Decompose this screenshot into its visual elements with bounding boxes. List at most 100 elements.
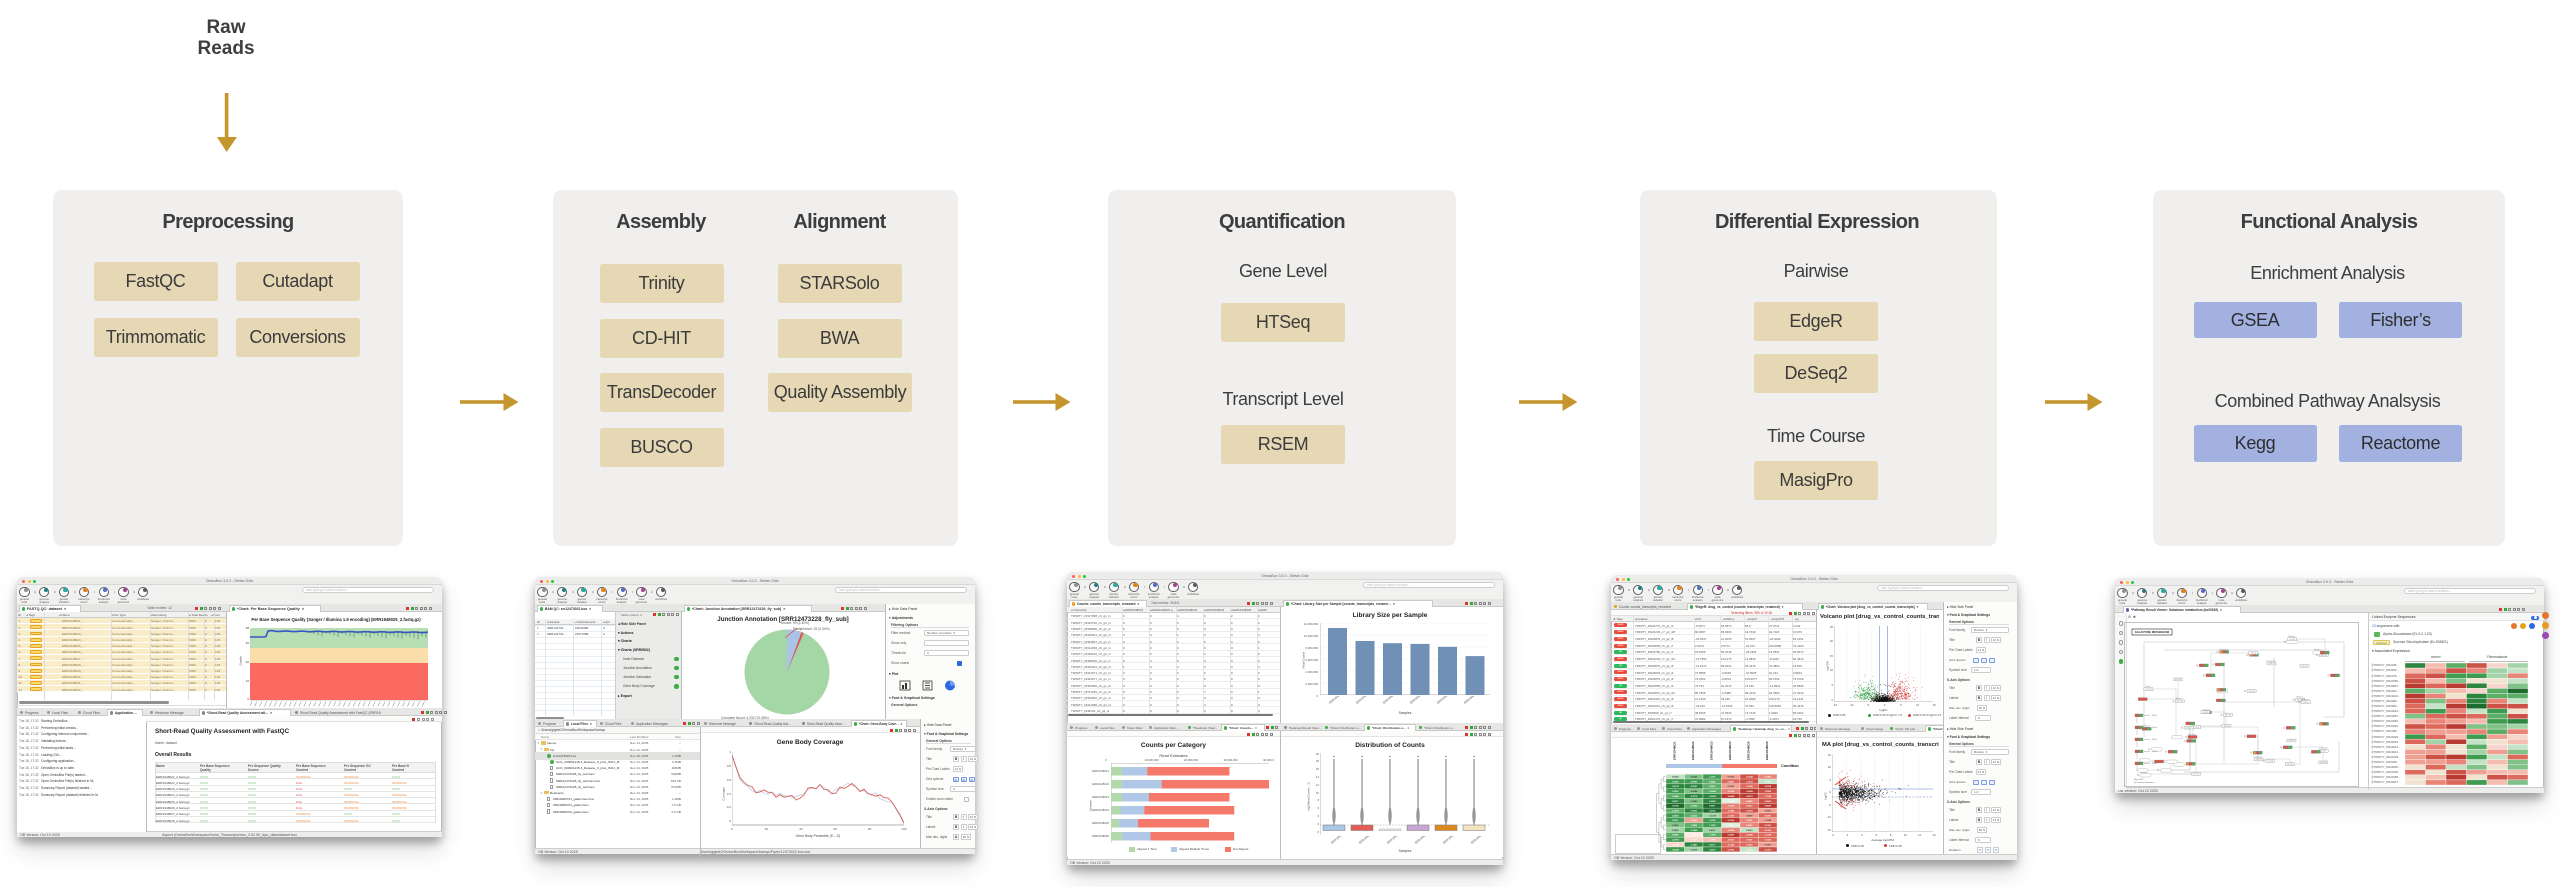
svg-text:D-Tagatose: D-Tagatose [2301, 698, 2309, 701]
svg-text:-1.1538: -1.1538 [1727, 806, 1735, 808]
svg-text:Lactose: Lactose [2145, 685, 2151, 688]
svg-text:3.2.1.23: 3.2.1.23 [2297, 699, 2303, 701]
svg-text:2.7.7.12: 2.7.7.12 [2145, 688, 2151, 690]
svg-text:-1.0215: -1.0215 [1746, 781, 1754, 783]
svg-text:D-Galactose: D-Galactose [2267, 659, 2276, 662]
svg-text:-0.5422: -0.5422 [1709, 795, 1717, 798]
svg-text:(c) Kanehisa Laboratories: (c) Kanehisa Laboratories [2134, 781, 2155, 784]
svg-text:0.8357: 0.8357 [1765, 815, 1772, 817]
svg-text:0.6224: 0.6224 [1672, 776, 1679, 779]
svg-text:3.2.1.22: 3.2.1.22 [2225, 714, 2231, 716]
svg-text:ERR1948022: ERR1948022 [1358, 836, 1375, 845]
svg-text:D-Gal: D-Gal [2152, 739, 2157, 741]
svg-text:Glycolysis: Glycolysis [2203, 709, 2210, 711]
svg-text:Melibiose: Melibiose [2288, 636, 2295, 638]
svg-text:0.2270: 0.2270 [1709, 849, 1716, 851]
svg-text:-0.1941: -0.1941 [1672, 805, 1680, 808]
svg-text:3.2.1.22: 3.2.1.22 [2321, 654, 2327, 656]
svg-text:0.5592: 0.5592 [1765, 811, 1772, 813]
svg-text:ERR1948023: ERR1948023 [1386, 836, 1403, 845]
svg-text:0.1891: 0.1891 [1672, 825, 1679, 827]
svg-text:ERR1948023: ERR1948023 [1709, 741, 1713, 760]
svg-text:0.6620: 0.6620 [1746, 806, 1753, 808]
svg-text:1.1338: 1.1338 [1709, 825, 1716, 827]
svg-text:ERR1948023: ERR1948023 [1382, 696, 1399, 705]
svg-text:-0.0084: -0.0084 [1690, 790, 1698, 793]
svg-text:-1.2809: -1.2809 [1709, 840, 1717, 842]
svg-text:-0.7913: -0.7913 [1764, 849, 1772, 851]
svg-text:Lactose: Lactose [2314, 648, 2320, 651]
svg-text:-1.0885: -1.0885 [1727, 811, 1735, 813]
svg-text:3.2.1.23: 3.2.1.23 [2320, 762, 2326, 764]
svg-text:1.2894: 1.2894 [1765, 790, 1772, 793]
svg-text:1.2603: 1.2603 [1746, 844, 1753, 846]
svg-text:-0.7894: -0.7894 [1727, 800, 1735, 803]
svg-text:0.7604: 0.7604 [1728, 819, 1735, 822]
svg-text:-0.0709: -0.0709 [1672, 840, 1680, 842]
svg-text:-0.0488: -0.0488 [1690, 819, 1698, 822]
svg-text:5.3.1.9: 5.3.1.9 [2303, 701, 2308, 703]
svg-text:-1.1398: -1.1398 [1764, 835, 1772, 837]
svg-text:ERR1948025: ERR1948025 [1746, 741, 1750, 760]
svg-text:0.9517: 0.9517 [1672, 820, 1679, 822]
svg-text:3.2.1.22: 3.2.1.22 [2301, 665, 2307, 667]
svg-text:-0.8787: -0.8787 [1690, 786, 1698, 788]
svg-text:0.4121: 0.4121 [1709, 829, 1716, 832]
svg-text:GALACTOSE METABOLISM: GALACTOSE METABOLISM [2135, 630, 2169, 634]
svg-text:2.7.1.6: 2.7.1.6 [2224, 725, 2229, 727]
svg-text:1.2740: 1.2740 [1709, 819, 1716, 822]
svg-text:0.5784: 0.5784 [1728, 848, 1735, 851]
svg-text:D-Tagatose: D-Tagatose [2220, 647, 2228, 650]
svg-text:-0.6808: -0.6808 [1746, 791, 1754, 793]
svg-text:0.2593: 0.2593 [1672, 791, 1679, 793]
svg-text:ERR1948022: ERR1948022 [1355, 696, 1372, 705]
svg-text:-0.5900: -0.5900 [1690, 806, 1698, 808]
svg-text:0.3405: 0.3405 [1765, 776, 1772, 779]
svg-text:D-Glucose: D-Glucose [2188, 733, 2196, 735]
svg-text:5.3.1.9: 5.3.1.9 [2321, 750, 2326, 752]
svg-text:Melibiose: Melibiose [2143, 725, 2150, 727]
svg-text:Melibiose: Melibiose [2296, 696, 2303, 698]
svg-text:-1.0440: -1.0440 [1690, 829, 1698, 832]
svg-text:3.2.1.23: 3.2.1.23 [2175, 679, 2181, 681]
svg-text:-0.6398: -0.6398 [1672, 849, 1680, 851]
svg-text:0.6082: 0.6082 [1746, 825, 1753, 827]
svg-text:ERR1948025: ERR1948025 [1436, 696, 1453, 705]
svg-text:1.1.1.21: 1.1.1.21 [2202, 711, 2208, 713]
svg-text:-0.4746: -0.4746 [1672, 843, 1680, 846]
svg-text:2.7.7.12: 2.7.7.12 [2193, 773, 2199, 775]
svg-text:-0.2367: -0.2367 [1746, 811, 1754, 813]
svg-text:-0.2388: -0.2388 [1746, 835, 1754, 837]
svg-text:0.2994: 0.2994 [1672, 814, 1679, 817]
svg-text:0.0459: 0.0459 [1728, 834, 1735, 837]
svg-text:0.0310: 0.0310 [1691, 849, 1698, 851]
svg-text:ERR1948024: ERR1948024 [1414, 836, 1431, 845]
svg-text:-1.0950: -1.0950 [1746, 786, 1754, 788]
svg-text:Map: ko052: Map: ko052 [2134, 779, 2143, 781]
svg-text:-0.3541: -0.3541 [1672, 810, 1680, 813]
svg-text:ERR1948026: ERR1948026 [1470, 836, 1487, 845]
svg-text:0.7003: 0.7003 [1765, 825, 1772, 827]
svg-text:ERR1948025: ERR1948025 [1442, 836, 1459, 845]
svg-text:0.8786: 0.8786 [1691, 781, 1698, 783]
svg-text:-0.5689: -0.5689 [1709, 791, 1717, 793]
svg-text:ERR1948021: ERR1948021 [1330, 836, 1347, 845]
svg-text:D-Gal: D-Gal [2152, 727, 2157, 729]
svg-text:5.3.1.9: 5.3.1.9 [2186, 727, 2191, 729]
svg-text:0.9571: 0.9571 [1709, 806, 1716, 808]
svg-text:0.5805: 0.5805 [1672, 830, 1679, 832]
svg-text:2.7.7.12: 2.7.7.12 [2177, 701, 2183, 703]
svg-text:0.0606: 0.0606 [1672, 835, 1679, 837]
svg-text:0.5706: 0.5706 [1709, 811, 1716, 813]
svg-text:1.1305: 1.1305 [1709, 835, 1716, 837]
svg-text:-1.1374: -1.1374 [1709, 814, 1717, 817]
svg-text:D-Gal: D-Gal [2152, 751, 2157, 753]
svg-text:0.6426: 0.6426 [1691, 776, 1698, 779]
svg-text:ERR1948021: ERR1948021 [1328, 696, 1345, 705]
svg-text:0.7441: 0.7441 [1746, 839, 1753, 842]
svg-text:1.1.1.21: 1.1.1.21 [2267, 760, 2273, 762]
svg-text:0.1055: 0.1055 [1728, 777, 1735, 779]
svg-text:D-Gal: D-Gal [2152, 715, 2157, 717]
svg-text:-0.4556: -0.4556 [1764, 780, 1772, 783]
svg-text:-0.3770: -0.3770 [1690, 796, 1698, 798]
